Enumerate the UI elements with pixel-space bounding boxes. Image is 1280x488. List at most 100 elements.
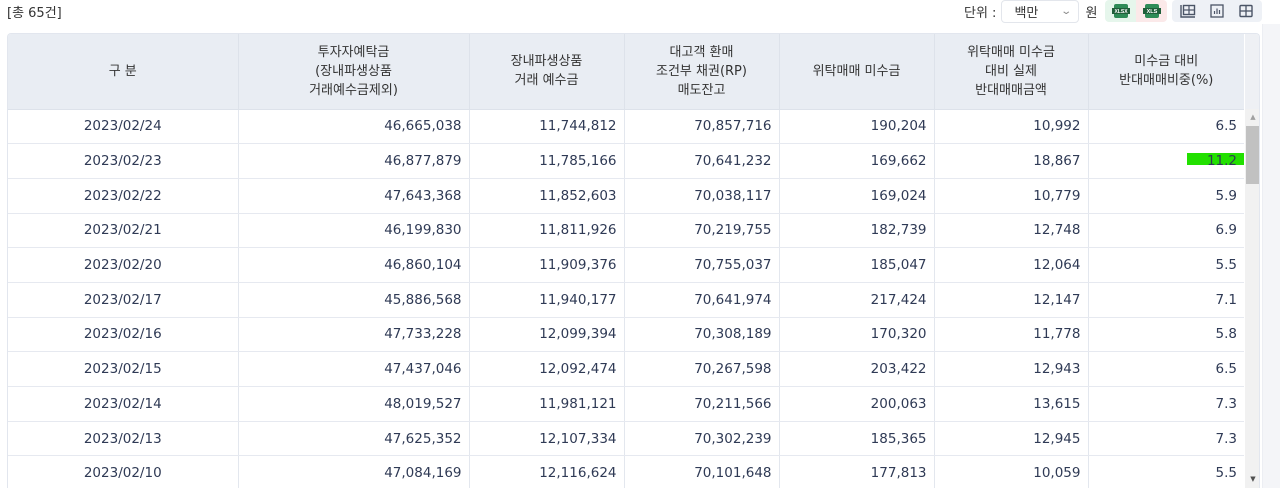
cell-margin-receivables: 182,739: [779, 213, 935, 249]
table-row: 2023/02/15 47,437,046 12,092,474 70,267,598…: [8, 351, 1244, 387]
data-table-container: 구 분 투자자예탁금 (장내파생상품 거래예수금제외) 장내파생상품 거래 예수…: [7, 33, 1260, 488]
cell-rp-balance: 70,302,239: [624, 421, 780, 457]
cell-derivatives-deposits: 11,909,376: [469, 247, 625, 283]
highlight-bar: [1187, 153, 1244, 166]
cell-margin-receivables: 200,063: [779, 386, 935, 422]
cell-date: 2023/02/10: [8, 455, 239, 488]
cell-investor-deposits: 47,084,169: [238, 455, 470, 488]
cell-investor-deposits: 47,733,228: [238, 317, 470, 353]
cell-investor-deposits: 46,199,830: [238, 213, 470, 249]
vertical-scrollbar[interactable]: ▲ ▼: [1245, 109, 1259, 488]
table-row: 2023/02/20 46,860,104 11,909,376 70,755,037…: [8, 247, 1244, 283]
chart-view-icon: [1210, 4, 1224, 18]
cell-rp-balance: 70,267,598: [624, 351, 780, 387]
cell-forced-liquidation-ratio: 7.3: [1088, 421, 1244, 457]
cell-forced-liquidation-amount: 13,615: [934, 386, 1089, 422]
cell-investor-deposits: 47,437,046: [238, 351, 470, 387]
cell-rp-balance: 70,308,189: [624, 317, 780, 353]
xlsx-download-button[interactable]: XLSX: [1105, 0, 1136, 22]
unit-select-value: 백만: [1014, 6, 1039, 21]
cell-date: 2023/02/24: [8, 109, 239, 145]
data-table: 구 분 투자자예탁금 (장내파생상품 거래예수금제외) 장내파생상품 거래 예수…: [8, 34, 1244, 488]
grid-view-icon: [1238, 4, 1253, 18]
table-row: 2023/02/10 47,084,169 12,116,624 70,101,648…: [8, 455, 1244, 488]
column-header-margin-receivables: 위탁매매 미수금: [779, 34, 935, 110]
cell-date: 2023/02/15: [8, 351, 239, 387]
cell-date: 2023/02/13: [8, 421, 239, 457]
column-header-rp-balance: 대고객 환매 조건부 채권(RP) 매도잔고: [624, 34, 780, 110]
cell-forced-liquidation-amount: 12,064: [934, 247, 1089, 283]
xls-download-icon: XLS: [1142, 4, 1161, 18]
cell-rp-balance: 70,641,974: [624, 282, 780, 318]
table-view-button[interactable]: [1175, 1, 1201, 21]
cell-derivatives-deposits: 12,099,394: [469, 317, 625, 353]
cell-forced-liquidation-ratio-highlighted: 11.2: [1088, 143, 1244, 179]
cell-date: 2023/02/20: [8, 247, 239, 283]
cell-investor-deposits: 45,886,568: [238, 282, 470, 318]
column-header-forced-liquidation-amount: 위탁매매 미수금 대비 실제 반대매매금액: [934, 34, 1089, 110]
cell-margin-receivables: 169,024: [779, 178, 935, 214]
svg-text:XLS: XLS: [1146, 9, 1157, 15]
cell-rp-balance: 70,641,232: [624, 143, 780, 179]
cell-date: 2023/02/23: [8, 143, 239, 179]
cell-derivatives-deposits: 11,852,603: [469, 178, 625, 214]
table-row: 2023/02/14 48,019,527 11,981,121 70,211,566…: [8, 386, 1244, 422]
cell-investor-deposits: 48,019,527: [238, 386, 470, 422]
cell-rp-balance: 70,101,648: [624, 455, 780, 488]
scroll-up-arrow-icon[interactable]: ▲: [1250, 113, 1256, 121]
cell-date: 2023/02/14: [8, 386, 239, 422]
cell-forced-liquidation-ratio: 5.9: [1088, 178, 1244, 214]
cell-rp-balance: 70,857,716: [624, 109, 780, 145]
grid-view-button[interactable]: [1233, 1, 1259, 21]
table-view-icon: [1180, 4, 1196, 18]
cell-investor-deposits: 46,665,038: [238, 109, 470, 145]
cell-rp-balance: 70,038,117: [624, 178, 780, 214]
chart-view-button[interactable]: [1204, 1, 1230, 21]
cell-margin-receivables: 185,047: [779, 247, 935, 283]
column-header-derivatives-deposits: 장내파생상품 거래 예수금: [469, 34, 625, 110]
view-mode-buttons: [1172, 0, 1262, 22]
cell-margin-receivables: 190,204: [779, 109, 935, 145]
cell-margin-receivables: 203,422: [779, 351, 935, 387]
cell-margin-receivables: 169,662: [779, 143, 935, 179]
cell-investor-deposits: 47,625,352: [238, 421, 470, 457]
cell-forced-liquidation-amount: 18,867: [934, 143, 1089, 179]
cell-derivatives-deposits: 11,811,926: [469, 213, 625, 249]
cell-forced-liquidation-ratio: 5.5: [1088, 455, 1244, 488]
cell-margin-receivables: 170,320: [779, 317, 935, 353]
header-scroll-spacer: [1245, 34, 1259, 109]
cell-forced-liquidation-amount: 10,779: [934, 178, 1089, 214]
cell-date: 2023/02/17: [8, 282, 239, 318]
table-row: 2023/02/13 47,625,352 12,107,334 70,302,239…: [8, 421, 1244, 457]
xlsx-download-icon: XLSX: [1111, 4, 1130, 18]
cell-forced-liquidation-amount: 12,748: [934, 213, 1089, 249]
top-toolbar: [총 65건] 단위 : 백만 ⌄ 원 XLSX XLS: [0, 0, 1280, 24]
cell-date: 2023/02/21: [8, 213, 239, 249]
xls-download-button[interactable]: XLS: [1136, 0, 1167, 22]
cell-rp-balance: 70,219,755: [624, 213, 780, 249]
cell-forced-liquidation-ratio: 7.3: [1088, 386, 1244, 422]
table-row: 2023/02/24 46,665,038 11,744,812 70,857,716…: [8, 109, 1244, 145]
cell-forced-liquidation-ratio: 6.9: [1088, 213, 1244, 249]
cell-date: 2023/02/22: [8, 178, 239, 214]
cell-forced-liquidation-amount: 11,778: [934, 317, 1089, 353]
unit-select[interactable]: 백만 ⌄: [1001, 0, 1080, 23]
unit-label: 단위 :: [964, 6, 997, 21]
scroll-down-arrow-icon[interactable]: ▼: [1250, 475, 1256, 483]
cell-forced-liquidation-ratio: 5.8: [1088, 317, 1244, 353]
scrollbar-thumb[interactable]: [1246, 126, 1259, 184]
cell-derivatives-deposits: 11,744,812: [469, 109, 625, 145]
cell-value: 11.2: [1206, 153, 1237, 170]
table-row: 2023/02/22 47,643,368 11,852,603 70,038,117…: [8, 178, 1244, 214]
table-row: 2023/02/17 45,886,568 11,940,177 70,641,974…: [8, 282, 1244, 318]
unit-selector-area: 단위 : 백만 ⌄ 원: [964, 0, 1097, 23]
table-row: 2023/02/21 46,199,830 11,811,926 70,219,755…: [8, 213, 1244, 249]
cell-rp-balance: 70,211,566: [624, 386, 780, 422]
cell-date: 2023/02/16: [8, 317, 239, 353]
cell-margin-receivables: 185,365: [779, 421, 935, 457]
cell-forced-liquidation-amount: 12,945: [934, 421, 1089, 457]
cell-forced-liquidation-amount: 12,147: [934, 282, 1089, 318]
cell-margin-receivables: 177,813: [779, 455, 935, 488]
table-row: 2023/02/16 47,733,228 12,099,394 70,308,189…: [8, 317, 1244, 353]
column-header-investor-deposits: 투자자예탁금 (장내파생상품 거래예수금제외): [238, 34, 470, 110]
